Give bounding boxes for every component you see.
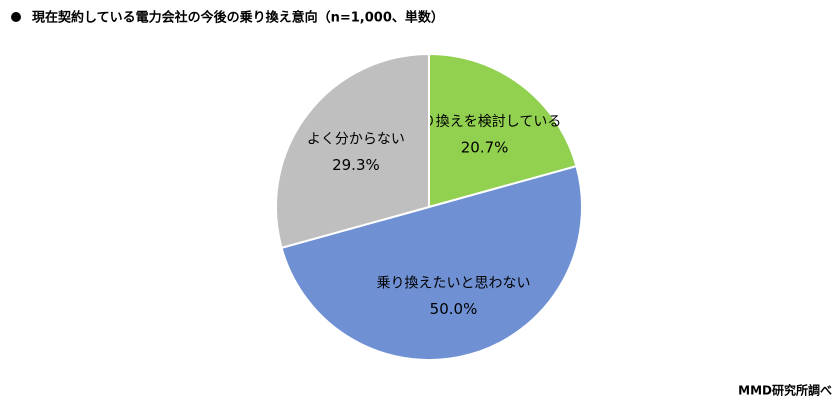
- pie-slice: [275, 52, 430, 250]
- slice-value-label: 20.7%: [461, 138, 509, 156]
- slice-value-label: 29.3%: [332, 156, 380, 174]
- slice-category-label: 乗り換えたいと思わない: [377, 275, 531, 291]
- pie-slice: [428, 52, 578, 209]
- slice-category-label: 乗り換えを検討している: [408, 114, 562, 130]
- slice-category-label: よく分からない: [307, 131, 405, 147]
- chart-title: 現在契約している電力会社の今後の乗り換え意向（n=1,000、単数）: [32, 10, 444, 26]
- title-bullet: [11, 12, 21, 22]
- slice-value-label: 50.0%: [430, 300, 478, 318]
- pie-slice: [280, 164, 583, 361]
- source-note: MMD研究所調べ: [738, 383, 832, 398]
